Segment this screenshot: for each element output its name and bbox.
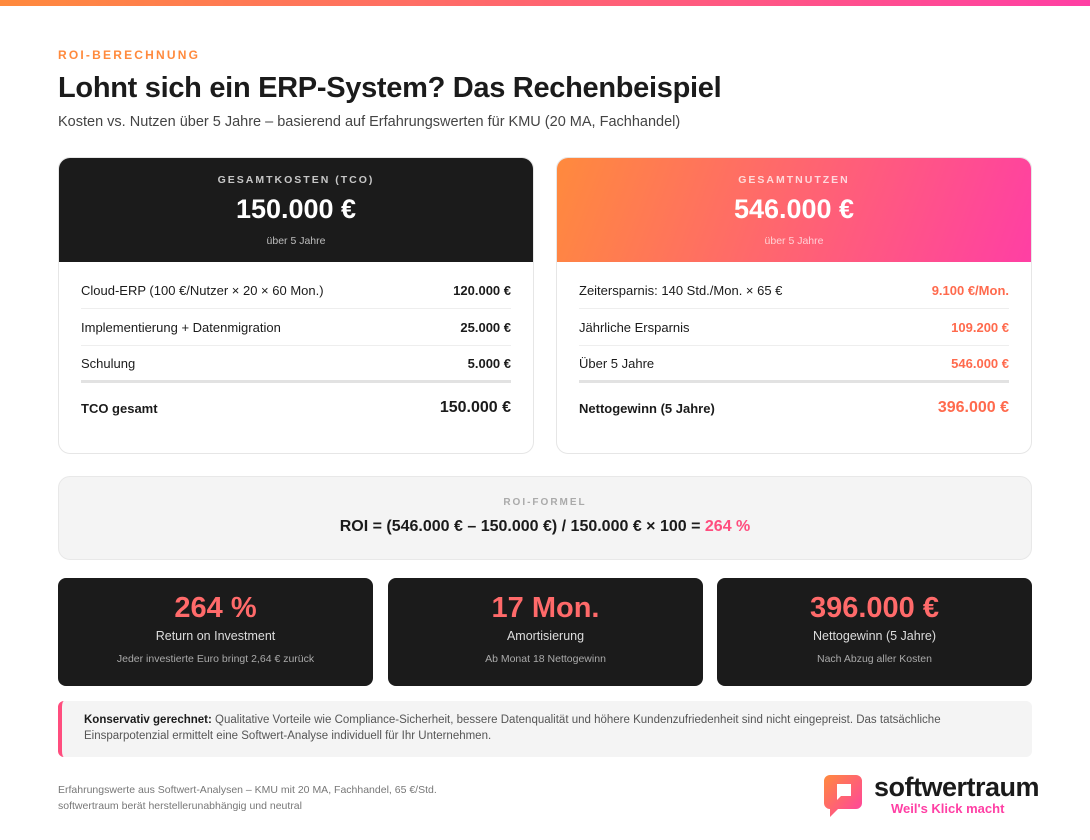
kpi-label: Return on Investment bbox=[155, 629, 276, 643]
total-row: TCO gesamt 150.000 € bbox=[59, 383, 533, 433]
card-amount: 546.000 € bbox=[733, 194, 855, 224]
item-label: Schulung bbox=[81, 355, 136, 371]
card-header: GESAMTKOSTEN (TCO) 150.000 € über 5 Jahre bbox=[59, 158, 533, 262]
brand: softwertraum bbox=[874, 772, 1040, 802]
item-label: Cloud-ERP (100 €/Nutzer × 20 × 60 Mon.) bbox=[81, 282, 324, 298]
cost-card: GESAMTKOSTEN (TCO) 150.000 € über 5 Jahre C… bbox=[58, 157, 534, 454]
benefit-card: GESAMTNUTZEN 546.000 € über 5 Jahre Zeiters… bbox=[556, 157, 1032, 454]
logo-icon bbox=[824, 775, 862, 817]
note-strong: Konservativ gerechnet: bbox=[84, 714, 212, 726]
item-value: 120.000 € bbox=[453, 282, 511, 298]
line-item: Implementierung + Datenmigration 25.000 € bbox=[81, 309, 511, 346]
subtitle: Kosten vs. Nutzen über 5 Jahre – basiere… bbox=[58, 114, 681, 130]
item-value: 546.000 € bbox=[951, 355, 1009, 371]
item-value: 5.000 € bbox=[467, 355, 511, 371]
formula-label: ROI-FORMEL bbox=[503, 497, 587, 508]
formula: ROI = (546.000 € – 150.000 €) / 150.000 … bbox=[59, 518, 1031, 536]
line-item: Schulung 5.000 € bbox=[81, 346, 511, 383]
footer-line: Erfahrungswerte aus Softwert-Analysen – … bbox=[58, 784, 437, 796]
card-rows: Zeitersparnis: 140 Std./Mon. × 65 € 9.100… bbox=[557, 262, 1031, 383]
kpi-value: 396.000 € bbox=[809, 592, 939, 624]
item-label: Implementierung + Datenmigration bbox=[81, 319, 281, 335]
card-header: GESAMTNUTZEN 546.000 € über 5 Jahre bbox=[557, 158, 1031, 262]
item-label: Zeitersparnis: 140 Std./Mon. × 65 € bbox=[579, 282, 783, 298]
kpi-card: 396.000 € Nettogewinn (5 Jahre) Nach Abzug… bbox=[717, 578, 1032, 686]
kpi-note: Ab Monat 18 Nettogewinn bbox=[485, 653, 606, 665]
total-label: TCO gesamt bbox=[81, 400, 158, 416]
total-label: Nettogewinn (5 Jahre) bbox=[579, 400, 715, 416]
footer-text: Erfahrungswerte aus Softwert-Analysen – … bbox=[58, 782, 437, 814]
footer-line: softwertraum berät herstellerunabhängig … bbox=[58, 800, 302, 812]
top-accent bbox=[0, 0, 1090, 6]
title: Lohnt sich ein ERP-System? Das Rechenbei… bbox=[58, 72, 722, 104]
card-label: GESAMTKOSTEN (TCO) bbox=[217, 174, 375, 186]
total-row: Nettogewinn (5 Jahre) 396.000 € bbox=[557, 383, 1031, 433]
line-item: Zeitersparnis: 140 Std./Mon. × 65 € 9.100… bbox=[579, 272, 1009, 309]
card-label: GESAMTNUTZEN bbox=[738, 174, 850, 186]
formula-expression: ROI = (546.000 € – 150.000 €) / 150.000 … bbox=[339, 518, 701, 535]
line-item: Über 5 Jahre 546.000 € bbox=[579, 346, 1009, 383]
total-value: 150.000 € bbox=[439, 399, 511, 416]
item-label: Jährliche Ersparnis bbox=[579, 319, 690, 335]
tagline: Weil's Klick macht bbox=[891, 801, 1005, 816]
line-item: Jährliche Ersparnis 109.200 € bbox=[579, 309, 1009, 346]
kpi-card: 17 Mon. Amortisierung Ab Monat 18 Nettogew… bbox=[388, 578, 703, 686]
item-label: Über 5 Jahre bbox=[579, 355, 655, 371]
kpi-card: 264 % Return on Investment Jeder investier… bbox=[58, 578, 373, 686]
card-rows: Cloud-ERP (100 €/Nutzer × 20 × 60 Mon.) 1… bbox=[59, 262, 533, 383]
total-value: 396.000 € bbox=[937, 399, 1009, 416]
line-item: Cloud-ERP (100 €/Nutzer × 20 × 60 Mon.) 1… bbox=[81, 272, 511, 309]
kpi-value: 264 % bbox=[174, 592, 257, 624]
kpi-note: Nach Abzug aller Kosten bbox=[817, 653, 932, 665]
note: Konservativ gerechnet: Qualitative Vorte… bbox=[58, 701, 1032, 757]
kpi-value: 17 Mon. bbox=[491, 592, 600, 624]
kpi-note: Jeder investierte Euro bringt 2,64 € zur… bbox=[116, 653, 315, 665]
formula-result: 264 % bbox=[704, 518, 751, 535]
eyebrow: ROI-BERECHNUNG bbox=[58, 48, 201, 62]
note-text: Qualitative Vorteile wie Compliance-Sich… bbox=[84, 714, 941, 742]
kpi-label: Nettogewinn (5 Jahre) bbox=[813, 629, 936, 643]
formula-box: ROI-FORMEL ROI = (546.000 € – 150.000 €)… bbox=[58, 476, 1032, 560]
item-value: 25.000 € bbox=[460, 319, 511, 335]
kpi-label: Amortisierung bbox=[506, 629, 585, 643]
card-amount: 150.000 € bbox=[235, 194, 357, 224]
card-period: über 5 Jahre bbox=[266, 235, 326, 247]
card-period: über 5 Jahre bbox=[764, 235, 824, 247]
item-value: 9.100 €/Mon. bbox=[931, 282, 1009, 298]
item-value: 109.200 € bbox=[951, 319, 1009, 335]
